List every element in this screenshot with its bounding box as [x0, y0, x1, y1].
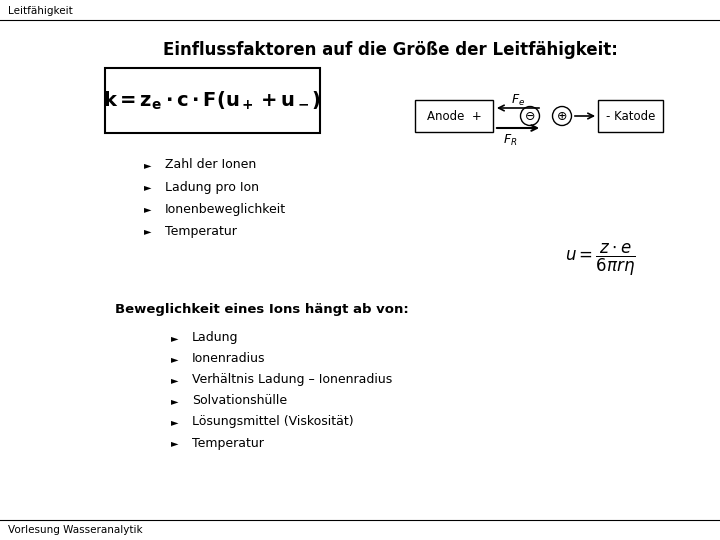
Text: Leitfähigkeit: Leitfähigkeit: [8, 6, 73, 16]
Text: Vorlesung Wasseranalytik: Vorlesung Wasseranalytik: [8, 525, 143, 535]
Text: ►: ►: [171, 396, 179, 406]
Text: - Katode: - Katode: [606, 110, 655, 123]
Text: Temperatur: Temperatur: [165, 225, 237, 238]
Text: Ladung: Ladung: [192, 332, 238, 345]
Text: ►: ►: [171, 438, 179, 448]
Text: Anode  +: Anode +: [427, 110, 482, 123]
Text: $\oplus$: $\oplus$: [557, 110, 567, 123]
Text: ►: ►: [144, 204, 152, 214]
Text: Temperatur: Temperatur: [192, 436, 264, 449]
Circle shape: [521, 106, 539, 125]
Text: $F_e$: $F_e$: [511, 92, 525, 107]
Text: Zahl der Ionen: Zahl der Ionen: [165, 159, 256, 172]
Text: Lösungsmittel (Viskosität): Lösungsmittel (Viskosität): [192, 415, 354, 429]
Text: Solvationshülle: Solvationshülle: [192, 395, 287, 408]
Text: Ionenbeweglichkeit: Ionenbeweglichkeit: [165, 202, 286, 215]
Bar: [415, 100, 493, 132]
Text: ►: ►: [171, 333, 179, 343]
Circle shape: [552, 106, 572, 125]
Text: Verhältnis Ladung – Ionenradius: Verhältnis Ladung – Ionenradius: [192, 374, 392, 387]
Text: Beweglichkeit eines Ions hängt ab von:: Beweglichkeit eines Ions hängt ab von:: [115, 303, 409, 316]
Text: ►: ►: [171, 354, 179, 364]
Text: $u = \dfrac{z \cdot e}{6\pi r\eta}$: $u = \dfrac{z \cdot e}{6\pi r\eta}$: [564, 242, 636, 278]
Bar: [105, 68, 320, 133]
Text: ►: ►: [144, 160, 152, 170]
Text: ►: ►: [144, 182, 152, 192]
Text: Ladung pro Ion: Ladung pro Ion: [165, 180, 259, 193]
Bar: [598, 100, 663, 132]
Text: ►: ►: [144, 226, 152, 236]
Text: ►: ►: [171, 417, 179, 427]
Text: $\ominus$: $\ominus$: [524, 110, 536, 123]
Text: Ionenradius: Ionenradius: [192, 353, 266, 366]
Text: Einflussfaktoren auf die Größe der Leitfähigkeit:: Einflussfaktoren auf die Größe der Leitf…: [163, 41, 618, 59]
Text: ►: ►: [171, 375, 179, 385]
Text: $F_R$: $F_R$: [503, 132, 517, 147]
Text: $\mathbf{k = z_e \cdot c \cdot F(u_+ + u_-)}$: $\mathbf{k = z_e \cdot c \cdot F(u_+ + u…: [104, 89, 322, 112]
